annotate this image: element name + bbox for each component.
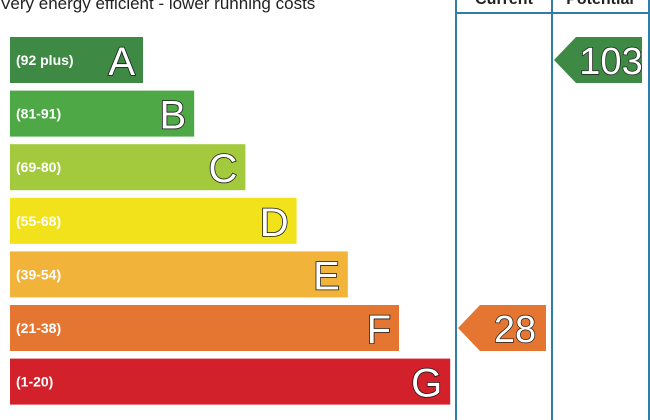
band-e-letter: E [313, 254, 340, 298]
band-d-range: (55-68) [16, 213, 61, 229]
band-c-letter: C [209, 147, 238, 191]
chart-caption: Very energy efficient - lower running co… [0, 0, 316, 13]
potential-rating-arrow [554, 37, 642, 83]
band-g-range: (1-20) [16, 374, 53, 390]
band-b-range: (81-91) [16, 106, 61, 122]
rating-bands: (92 plus) A (81-91) B (69-80) C (55-68) D (39-54… [10, 37, 451, 406]
band-a-letter: A [108, 40, 135, 84]
band-f-bar [10, 305, 399, 351]
band-f-letter: F [367, 308, 391, 352]
band-e-bar [10, 251, 348, 298]
potential-column-header: Potential [566, 0, 634, 8]
band-g-bar [10, 358, 451, 405]
band-a-bar [10, 37, 143, 83]
band-d-bar [10, 197, 297, 244]
column-frame [455, 0, 650, 420]
rating-arrows: 28 103 [458, 37, 643, 352]
current-column-header: Current [475, 0, 533, 8]
band-g-letter: G [411, 362, 442, 406]
band-b-bar [10, 90, 195, 137]
band-f-range: (21-38) [16, 320, 61, 336]
band-c-range: (69-80) [16, 159, 61, 175]
current-rating-arrow [458, 305, 546, 351]
current-rating-value: 28 [494, 309, 536, 351]
band-e-range: (39-54) [16, 266, 61, 282]
potential-rating-value: 103 [579, 41, 642, 83]
band-c-bar [10, 144, 246, 191]
band-a-range: (92 plus) [16, 52, 74, 68]
band-b-letter: B [160, 94, 187, 138]
band-d-letter: D [260, 201, 289, 245]
